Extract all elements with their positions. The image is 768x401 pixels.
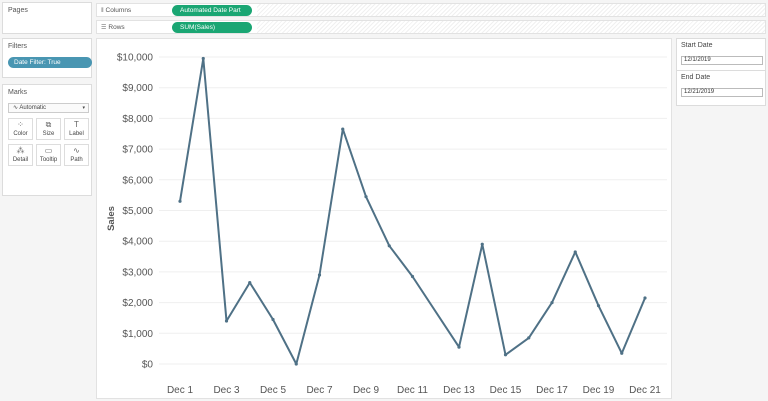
y-tick-label: $7,000 — [122, 145, 153, 156]
y-axis: $0 $1,000 $2,000 $3,000 $4,000 $5,000 $6,000 $7… — [117, 53, 154, 371]
start-date-title: Start Date — [681, 42, 713, 49]
columns-pill[interactable]: Automated Date Part — [172, 5, 252, 16]
color-icon: ⁘ — [17, 120, 24, 129]
tooltip-icon: ▭ — [44, 146, 53, 155]
y-tick-label: $9,000 — [122, 83, 153, 94]
y-tick-label: $2,000 — [122, 298, 153, 309]
gridlines — [159, 56, 667, 365]
end-date-title: End Date — [681, 74, 711, 81]
columns-label: Columns — [105, 7, 132, 14]
x-tick-label: Dec 3 — [213, 385, 240, 396]
data-point[interactable] — [620, 351, 624, 355]
label-icon: T — [74, 120, 79, 129]
sales-series[interactable] — [178, 56, 647, 366]
marks-title: Marks — [8, 89, 28, 96]
rows-pill[interactable]: SUM(Sales) — [172, 22, 252, 33]
rows-label: Rows — [108, 24, 125, 31]
rows-shelf-label-wrap: ☰ Rows — [101, 21, 125, 35]
line-mark-icon: ∿ — [13, 105, 20, 111]
x-tick-label: Dec 19 — [583, 385, 615, 396]
x-tick-label: Dec 1 — [167, 385, 194, 396]
pages-title: Pages — [8, 7, 28, 14]
label-button[interactable]: T Label — [64, 118, 89, 140]
data-point[interactable] — [550, 301, 554, 305]
size-icon: ⧉ — [45, 120, 52, 129]
end-date-parameter: End Date 12/21/2019 — [676, 70, 766, 106]
size-button[interactable]: ⧉ Size — [36, 118, 61, 140]
y-tick-label: $6,000 — [122, 175, 153, 186]
data-point[interactable] — [364, 195, 368, 199]
label-label: Label — [69, 131, 84, 137]
data-point[interactable] — [317, 273, 322, 277]
rows-drop-area[interactable] — [257, 21, 765, 33]
y-tick-label: $4,000 — [122, 237, 153, 248]
path-label: Path — [70, 157, 83, 163]
y-tick-label: $5,000 — [122, 206, 153, 217]
columns-shelf[interactable]: ⫴ Columns Automated Date Part — [96, 3, 766, 17]
data-point[interactable] — [201, 56, 205, 61]
marks-card: Marks ∿ Automatic ▾ ⁘ Color ⧉ Size T Lab… — [2, 84, 92, 196]
date-filter-pill[interactable]: Date Filter: True — [8, 57, 92, 68]
y-tick-label: $1,000 — [122, 329, 153, 340]
chart-area[interactable]: $0 $1,000 $2,000 $3,000 $4,000 $5,000 $6,000 $7… — [96, 38, 672, 399]
data-point[interactable] — [457, 345, 461, 349]
rows-icon: ☰ — [101, 25, 107, 31]
y-tick-label: $0 — [142, 360, 154, 371]
path-button[interactable]: ∿ Path — [64, 144, 89, 166]
pages-card: Pages — [2, 2, 92, 34]
size-label: Size — [42, 131, 55, 137]
tooltip-label: Tooltip — [39, 157, 58, 163]
columns-drop-area[interactable] — [257, 4, 765, 16]
sales-line-chart[interactable]: $0 $1,000 $2,000 $3,000 $4,000 $5,000 $6,000 $7… — [97, 39, 673, 400]
x-tick-label: Dec 7 — [306, 385, 333, 396]
filters-card: Filters Date Filter: True — [2, 38, 92, 78]
x-tick-label: Dec 17 — [536, 385, 568, 396]
x-tick-label: Dec 9 — [353, 385, 380, 396]
color-label: Color — [13, 131, 28, 137]
chevron-down-icon: ▾ — [82, 105, 85, 111]
x-tick-label: Dec 15 — [490, 385, 522, 396]
start-date-input[interactable]: 12/1/2019 — [681, 56, 763, 65]
sales-line[interactable] — [179, 57, 646, 365]
data-point[interactable] — [410, 274, 415, 279]
data-point[interactable] — [480, 242, 484, 246]
rows-shelf[interactable]: ☰ Rows SUM(Sales) — [96, 20, 766, 34]
data-point[interactable] — [643, 296, 647, 300]
x-axis: Dec 1 Dec 3 Dec 5 Dec 7 Dec 9 Dec 11 Dec 13 Dec… — [167, 385, 661, 396]
detail-label: Detail — [12, 157, 29, 163]
detail-button[interactable]: ⁂ Detail — [8, 144, 33, 166]
filters-title: Filters — [8, 43, 28, 50]
end-date-input[interactable]: 12/21/2019 — [681, 88, 763, 97]
columns-shelf-label-wrap: ⫴ Columns — [101, 4, 131, 18]
columns-icon: ⫴ — [101, 8, 104, 14]
mark-type-value: Automatic — [19, 105, 47, 111]
data-point[interactable] — [248, 281, 252, 285]
y-tick-label: $3,000 — [122, 267, 153, 278]
detail-icon: ⁂ — [16, 146, 25, 155]
data-point[interactable] — [224, 319, 229, 323]
color-button[interactable]: ⁘ Color — [8, 118, 33, 140]
y-axis-label: Sales — [106, 206, 117, 231]
data-point[interactable] — [387, 244, 391, 248]
data-point[interactable] — [527, 336, 531, 340]
data-point[interactable] — [341, 127, 345, 131]
data-point[interactable] — [503, 353, 508, 357]
data-point[interactable] — [294, 362, 298, 366]
mark-type-dropdown[interactable]: ∿ Automatic ▾ — [8, 103, 89, 113]
x-tick-label: Dec 21 — [629, 385, 661, 396]
x-tick-label: Dec 13 — [443, 385, 475, 396]
data-point[interactable] — [596, 304, 601, 308]
x-tick-label: Dec 11 — [397, 385, 428, 396]
path-icon: ∿ — [73, 146, 80, 155]
start-date-parameter: Start Date 12/1/2019 — [676, 38, 766, 74]
y-tick-label: $8,000 — [122, 114, 153, 125]
x-tick-label: Dec 5 — [260, 385, 287, 396]
data-point[interactable] — [178, 199, 182, 203]
data-point[interactable] — [271, 317, 275, 322]
y-tick-label: $10,000 — [117, 53, 154, 64]
tooltip-button[interactable]: ▭ Tooltip — [36, 144, 61, 166]
data-point[interactable] — [573, 250, 577, 254]
